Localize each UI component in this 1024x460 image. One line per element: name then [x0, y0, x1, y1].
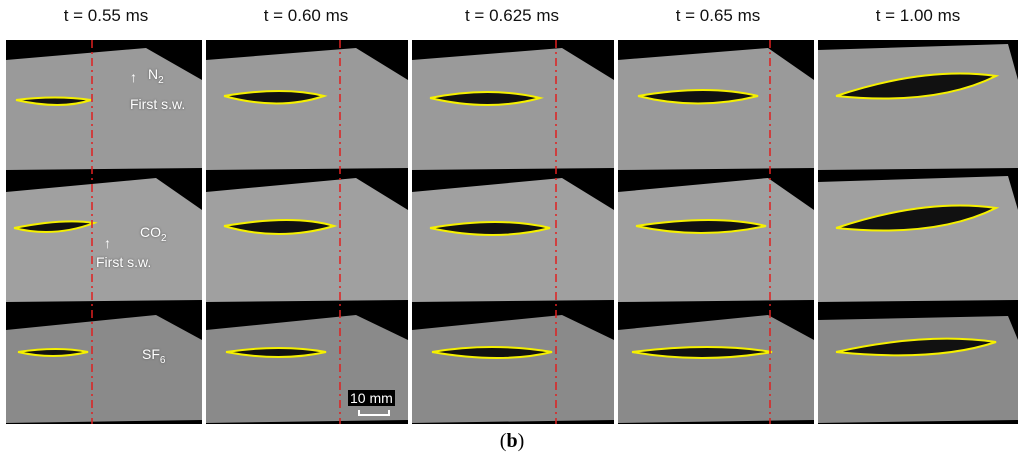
- first-shock-wave-label-co2: First s.w.: [96, 254, 152, 270]
- gas-label-sf6: SF6: [142, 346, 166, 366]
- column-title-2: t = 0.60 ms: [263, 6, 349, 25]
- row-n2: [6, 48, 202, 170]
- image-panel-4: [618, 40, 814, 424]
- column-title-5: t = 1.00 ms: [875, 6, 961, 25]
- scale-bar: [358, 410, 390, 416]
- column-title-3: t = 0.625 ms: [464, 6, 560, 25]
- image-panel-1: [6, 40, 202, 424]
- image-panel-5: [818, 40, 1018, 424]
- schlieren-panel-2-graphic: [206, 40, 408, 424]
- image-panel-3: [412, 40, 614, 424]
- schlieren-panel-3-graphic: [412, 40, 614, 424]
- row-sf6: [6, 315, 202, 423]
- image-panel-2: [206, 40, 408, 424]
- schlieren-panel-1-graphic: [6, 40, 202, 424]
- gas-label-n2: N2: [148, 66, 164, 86]
- gas-label-co2: CO2: [140, 224, 167, 244]
- column-title-4: t = 0.65 ms: [675, 6, 761, 25]
- schlieren-panel-5-graphic: [818, 44, 1018, 423]
- first-shock-wave-label-n2: First s.w.: [130, 96, 186, 112]
- up-arrow-icon: ↑: [104, 235, 111, 251]
- figure-caption: (b): [499, 430, 525, 452]
- scale-bar-label: 10 mm: [348, 390, 395, 406]
- column-title-1: t = 0.55 ms: [63, 6, 149, 25]
- row-co2: [6, 178, 202, 302]
- up-arrow-icon: ↑: [130, 69, 137, 85]
- schlieren-panel-4-graphic: [618, 40, 814, 424]
